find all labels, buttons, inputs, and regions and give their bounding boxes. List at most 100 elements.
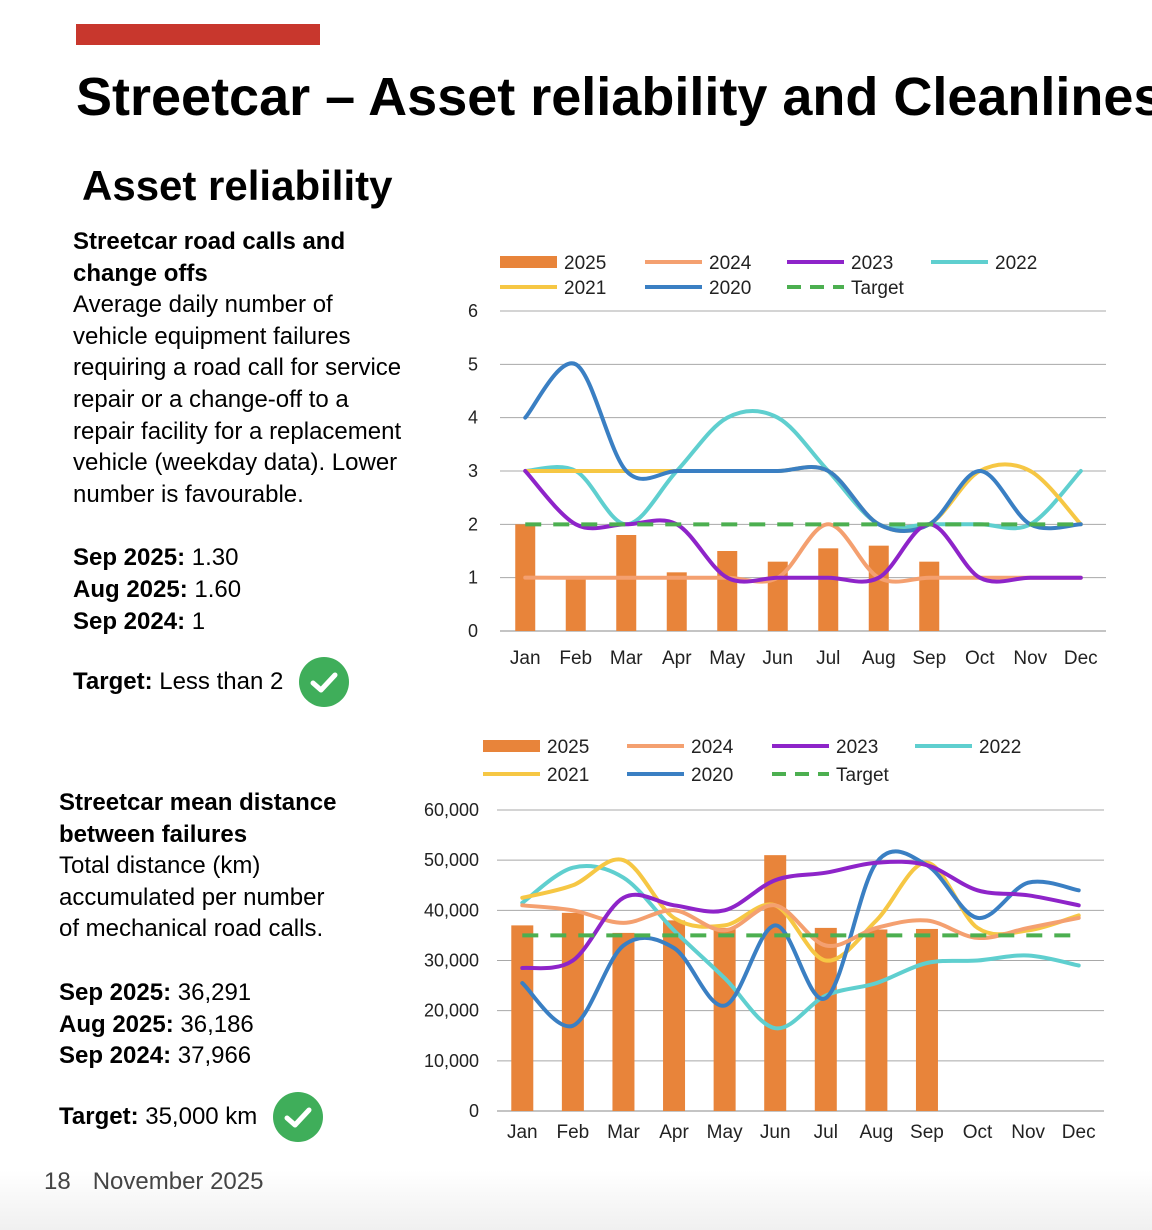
stat-value: 1 [191, 607, 206, 635]
legend-label: 2024 [709, 253, 752, 274]
check-circle-icon [273, 1091, 324, 1142]
bar-2025 [764, 855, 787, 1111]
x-tick-label: Dec [1062, 1122, 1096, 1143]
road-calls-heading-line1: Streetcar road calls and [73, 228, 346, 255]
stat-label: Sep 2024: [73, 607, 186, 635]
line-2021 [520, 857, 1081, 963]
target-label: Target: [73, 668, 153, 696]
target-row: Target: Less than 2 [73, 657, 401, 708]
x-tick-label: Sep [910, 1122, 944, 1143]
stat-row: Aug 2025: 1.60 [73, 574, 401, 606]
legend-label: 2023 [836, 737, 878, 758]
road-calls-desc-line: Average daily number of [73, 291, 333, 319]
x-tick-label: Jan [507, 1122, 538, 1143]
x-tick-label: Jun [760, 1122, 791, 1143]
stat-label: Sep 2024: [59, 1042, 172, 1070]
legend-label: 2024 [691, 737, 734, 758]
target-label: Target: [59, 1102, 139, 1130]
road-calls-panel: Streetcar road calls and change offs Ave… [73, 226, 402, 708]
stat-row: Sep 2024: 37,966 [59, 1040, 336, 1072]
y-tick-label: 50,000 [424, 850, 479, 870]
x-tick-label: Oct [965, 648, 995, 669]
section-title: Asset reliability [82, 162, 393, 209]
check-circle-icon [299, 657, 350, 708]
y-tick-label: 6 [468, 301, 478, 321]
mdbf-panel: Streetcar mean distance between failures… [59, 787, 336, 1142]
bar-2025 [616, 535, 637, 631]
bar-2025 [818, 548, 839, 631]
title-accent-bar [76, 24, 320, 45]
road-calls-desc-line: requiring a road call for service [73, 354, 402, 382]
legend-label: Target [851, 278, 905, 299]
target-row: Target: 35,000 km [59, 1091, 336, 1142]
bar-2025 [511, 925, 534, 1111]
bar-2025 [561, 912, 584, 1111]
legend-label: 2025 [564, 253, 606, 274]
stat-row: Aug 2025: 36,186 [59, 1009, 336, 1041]
x-tick-label: Sep [912, 648, 946, 669]
legend-label: Target [836, 765, 890, 786]
x-tick-label: Apr [662, 648, 692, 669]
x-tick-label: Jan [510, 648, 541, 669]
legend-label: 2021 [564, 278, 606, 299]
y-tick-label: 10,000 [424, 1051, 479, 1071]
footer-shade [0, 1170, 1152, 1230]
stat-value: 1.60 [194, 575, 242, 603]
legend-label: 2020 [691, 765, 733, 786]
bar-2025 [915, 928, 938, 1111]
x-tick-label: Oct [963, 1122, 993, 1143]
road-calls-desc-line: vehicle (weekday data). Lower [73, 449, 398, 477]
mdbf-heading-line2: between failures [59, 820, 248, 848]
y-tick-label: 2 [468, 514, 478, 534]
x-tick-label: Jun [762, 648, 793, 669]
road-calls-heading-line2: change offs [73, 259, 208, 287]
y-tick-label: 60,000 [424, 800, 479, 820]
x-tick-label: Jul [816, 648, 840, 669]
legend-label: 2022 [979, 737, 1021, 758]
line-2024 [520, 903, 1081, 948]
road-calls-desc-line: repair facility for a replacement [73, 417, 402, 445]
bar-2025 [814, 927, 837, 1111]
line-2020 [523, 361, 1083, 533]
bar-2025 [565, 577, 586, 631]
bar-2025 [713, 927, 736, 1111]
y-tick-label: 1 [468, 568, 478, 588]
stat-row: Sep 2025: 36,291 [59, 977, 336, 1009]
road-calls-desc-line: number is favourable. [73, 480, 304, 508]
footer: 18 November 2025 [44, 1168, 263, 1196]
stat-value: 1.30 [191, 544, 239, 572]
line-2020 [520, 849, 1081, 1029]
y-tick-label: 3 [468, 461, 478, 481]
legend-label: 2020 [709, 278, 751, 299]
x-tick-label: Apr [659, 1122, 689, 1143]
x-tick-label: Aug [859, 1122, 893, 1143]
legend-swatch [483, 740, 540, 752]
bar-2025 [717, 551, 738, 631]
road-calls-desc-line: repair or a change-off to a [73, 385, 349, 413]
y-tick-label: 30,000 [424, 951, 479, 971]
target-value: Less than 2 [159, 668, 284, 696]
x-tick-label: Feb [559, 648, 592, 669]
bar-2025 [612, 932, 635, 1111]
x-tick-label: Feb [557, 1122, 590, 1143]
slide-title: Streetcar – Asset reliability and Cleanl… [76, 67, 1152, 127]
legend-label: 2021 [547, 765, 589, 786]
stat-label: Sep 2025: [73, 544, 186, 572]
bar-2025 [868, 545, 889, 631]
mdbf-desc-line: accumulated per number [59, 883, 325, 911]
y-tick-label: 5 [468, 354, 478, 374]
x-tick-label: Nov [1011, 1122, 1045, 1143]
legend-swatch [500, 256, 557, 268]
mdbf-desc-line: Total distance (km) [59, 852, 261, 880]
x-tick-label: May [709, 648, 745, 669]
bar-2025 [666, 572, 687, 631]
y-tick-label: 0 [469, 1101, 479, 1121]
line-2023 [520, 859, 1081, 971]
page-number: 18 [44, 1168, 71, 1195]
stat-label: Sep 2025: [59, 978, 172, 1006]
x-tick-label: Nov [1013, 648, 1047, 669]
x-tick-label: Jul [814, 1122, 838, 1143]
legend-label: 2025 [547, 737, 589, 758]
